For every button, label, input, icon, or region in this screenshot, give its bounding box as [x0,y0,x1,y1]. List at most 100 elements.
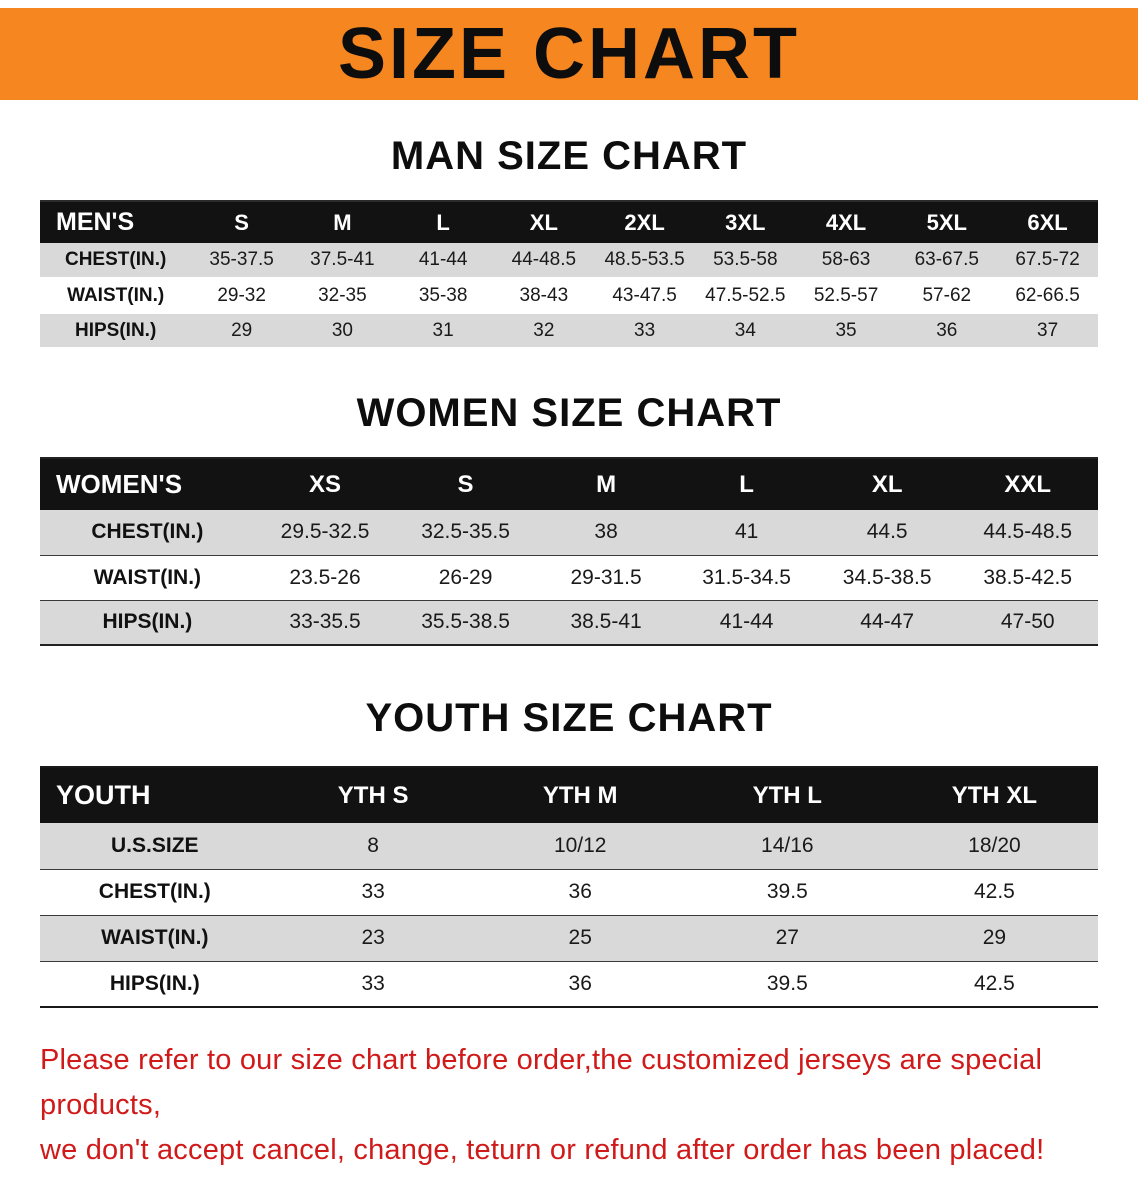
size-header-cell: M [535,458,677,510]
value-cell: 36 [476,961,684,1007]
size-header-cell: L [392,201,494,243]
value-cell: 36 [476,869,684,915]
size-header-cell: 2XL [594,201,695,243]
value-cell: 41-44 [392,243,494,278]
row-label-cell: CHEST(IN.) [40,510,255,555]
value-cell: 44-48.5 [493,243,595,278]
value-cell: 39.5 [683,869,891,915]
men-section-heading: MAN SIZE CHART [390,134,748,178]
youth-size-table: YOUTH YTH S YTH M YTH L YTH XL U.S.SIZE 8 10/12… [40,766,1098,1008]
value-cell: 37 [997,313,1098,348]
value-cell: 57-62 [896,278,998,313]
row-label-cell: HIPS(IN.) [40,313,192,348]
size-header-cell: L [676,458,817,510]
value-cell: 43-47.5 [594,278,695,313]
table-header-row: WOMEN'S XS S M L XL XXL [40,458,1098,510]
value-cell: 32-35 [292,278,393,313]
page-title: SIZE CHART [338,14,800,94]
value-cell: 37.5-41 [292,243,393,278]
size-header-cell: YTH S [269,767,477,823]
value-cell: 67.5-72 [997,243,1098,278]
disclaimer-line-2: we don't accept cancel, change, teturn o… [40,1133,1045,1166]
value-cell: 27 [683,915,891,961]
value-cell: 58-63 [795,243,897,278]
value-cell: 25 [476,915,684,961]
value-cell: 62-66.5 [997,278,1098,313]
value-cell: 35-37.5 [191,243,293,278]
value-cell: 32 [493,313,595,348]
section-youth: YOUTH SIZE CHART YOUTH YTH S YTH M YTH L YTH… [0,696,1138,1008]
value-cell: 31 [392,313,494,348]
value-cell: 47-50 [957,600,1098,645]
table-row: CHEST(IN.) 33 36 39.5 42.5 [40,869,1098,915]
size-header-cell: S [191,201,293,243]
value-cell: 29-32 [191,278,293,313]
disclaimer-line-1: Please refer to our size chart before or… [40,1044,1043,1121]
value-cell: 38.5-42.5 [957,555,1098,600]
table-title-cell: MEN'S [40,201,192,243]
value-cell: 32.5-35.5 [395,510,536,555]
table-title-cell: YOUTH [40,767,270,823]
size-header-cell: XXL [957,458,1098,510]
value-cell: 33 [269,961,477,1007]
table-row: HIPS(IN.) 33-35.5 35.5-38.5 38.5-41 41-44 44-… [40,600,1098,645]
value-cell: 18/20 [890,823,1098,869]
row-label-cell: WAIST(IN.) [40,555,255,600]
row-label-cell: WAIST(IN.) [40,278,192,313]
table-title-cell: WOMEN'S [40,458,255,510]
value-cell: 38 [535,510,677,555]
size-header-cell: 5XL [896,201,998,243]
value-cell: 29 [890,915,1098,961]
table-row: WAIST(IN.) 29-32 32-35 35-38 38-43 43-47.5 47.… [40,278,1098,313]
section-women: WOMEN SIZE CHART WOMEN'S XS S M L XL XXL CHEST(… [0,391,1138,646]
value-cell: 44-47 [816,600,958,645]
value-cell: 29.5-32.5 [254,510,396,555]
value-cell: 8 [269,823,477,869]
value-cell: 52.5-57 [795,278,897,313]
row-label-cell: CHEST(IN.) [40,243,192,278]
row-label-cell: U.S.SIZE [40,823,270,869]
size-header-cell: M [292,201,393,243]
value-cell: 23.5-26 [254,555,396,600]
table-row: WAIST(IN.) 23 25 27 29 [40,915,1098,961]
value-cell: 29-31.5 [535,555,677,600]
table-header-row: MEN'S S M L XL 2XL 3XL 4XL 5XL 6XL [40,201,1098,243]
row-label-cell: WAIST(IN.) [40,915,270,961]
value-cell: 42.5 [890,961,1098,1007]
value-cell: 31.5-34.5 [676,555,817,600]
banner: SIZE CHART [0,8,1138,100]
value-cell: 53.5-58 [694,243,796,278]
value-cell: 10/12 [476,823,684,869]
value-cell: 63-67.5 [896,243,998,278]
size-header-cell: 3XL [694,201,796,243]
value-cell: 34.5-38.5 [816,555,958,600]
men-size-table: MEN'S S M L XL 2XL 3XL 4XL 5XL 6XL CHEST(IN.) 35-37… [40,200,1098,349]
table-row: WAIST(IN.) 23.5-26 26-29 29-31.5 31.5-34.5 34… [40,555,1098,600]
youth-section-heading: YOUTH SIZE CHART [365,696,773,740]
size-header-cell: XL [816,458,958,510]
value-cell: 42.5 [890,869,1098,915]
value-cell: 33 [594,313,695,348]
value-cell: 33-35.5 [254,600,396,645]
row-label-cell: CHEST(IN.) [40,869,270,915]
size-header-cell: S [395,458,536,510]
size-header-cell: YTH XL [890,767,1098,823]
value-cell: 23 [269,915,477,961]
disclaimer: Please refer to our size chart before or… [40,1038,1120,1173]
value-cell: 41 [676,510,817,555]
size-header-cell: YTH L [683,767,891,823]
value-cell: 41-44 [676,600,817,645]
value-cell: 26-29 [395,555,536,600]
value-cell: 30 [292,313,393,348]
table-row: HIPS(IN.) 29 30 31 32 33 34 35 36 37 [40,313,1098,348]
women-section-heading: WOMEN SIZE CHART [356,391,782,435]
table-row: HIPS(IN.) 33 36 39.5 42.5 [40,961,1098,1007]
value-cell: 39.5 [683,961,891,1007]
row-label-cell: HIPS(IN.) [40,961,270,1007]
value-cell: 34 [694,313,796,348]
size-header-cell: XL [493,201,595,243]
size-header-cell: YTH M [476,767,684,823]
size-header-cell: XS [254,458,396,510]
value-cell: 48.5-53.5 [594,243,695,278]
